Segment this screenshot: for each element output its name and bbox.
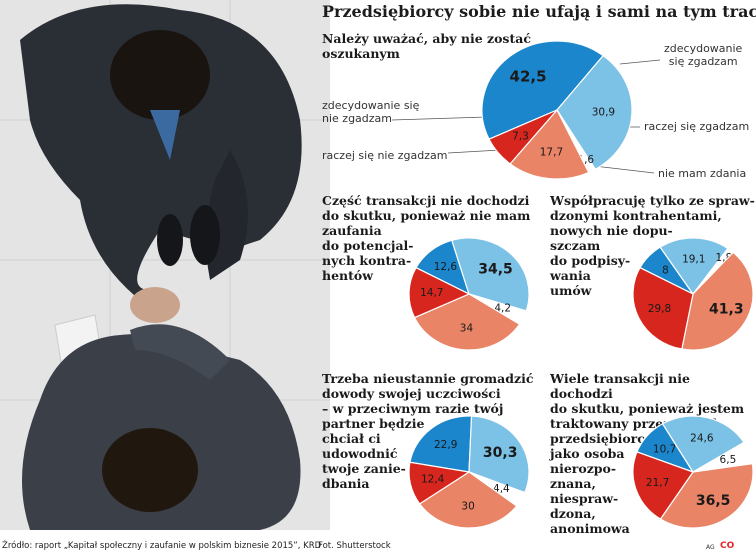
pie-value-label: 30,3 — [483, 445, 518, 461]
pie-value-label: 34,5 — [478, 262, 513, 278]
question-5: Wiele transakcji nie dochodzi do skutku,… — [550, 371, 745, 536]
pie-value-label: 19,1 — [682, 253, 705, 265]
pie-slice-zdecydowanie-nie-zgadzam — [488, 109, 558, 165]
pie-value-label: 6,5 — [720, 454, 737, 466]
pie-slice-raczej-nie-zgadzam — [418, 471, 518, 529]
pie-slice-zdecydowanie-nie-zgadzam — [408, 266, 471, 319]
pie-value-label: 42,5 — [510, 68, 547, 86]
pie-slice-raczej-zgadzam — [659, 237, 729, 296]
question-3: Współpracuję tylko ze spraw- dzonymi kon… — [550, 193, 755, 298]
pie-value-label: 22,9 — [434, 439, 457, 451]
legend-nie-mam-zdania: nie mam zdania — [658, 167, 747, 180]
main-title: Przedsiębiorcy sobie nie ufają i sami na… — [322, 2, 756, 21]
legend-raczej-zgadzam: raczej się zgadzam — [644, 120, 750, 133]
pie-slice-zdecydowanie-nie-zgadzam — [632, 451, 694, 520]
pie-chart-5: 10,7 24,6 6,5 36,5 21,7 — [632, 415, 754, 529]
pie-slice-raczej-nie-zgadzam — [681, 251, 754, 351]
legend-zdecydowanie-zgadzam: zdecydowanie się zgadzam — [664, 42, 743, 68]
publisher-logo: CO — [720, 541, 735, 551]
source-note: Źródło: raport „Kapitał społeczny i zauf… — [2, 541, 322, 551]
pie-value-label: 14,7 — [420, 287, 443, 299]
pie-value-label: 21,7 — [646, 477, 669, 489]
pie-slice-zdecydowanie-zgadzam — [481, 40, 605, 140]
pie-value-label: 12,6 — [434, 261, 458, 273]
pie-value-label: 34 — [460, 323, 474, 335]
question-1: Należy uważać, aby nie zostać oszukanym — [322, 31, 531, 61]
photo-credit: Fot. Shutterstock — [318, 541, 391, 551]
pie-slice-raczej-zgadzam — [661, 415, 745, 473]
pie-value-label: 8 — [662, 265, 669, 277]
pie-value-label: 41,3 — [709, 301, 744, 317]
pie-slice-raczej-nie-zgadzam — [413, 293, 521, 351]
pie-slice-zdecydowanie-nie-zgadzam — [408, 461, 471, 505]
handshake-photo — [0, 0, 330, 530]
pie-slice-raczej-zgadzam — [451, 237, 530, 312]
pie-value-label: 12,4 — [421, 473, 445, 485]
pie-value-label: 10,7 — [653, 444, 676, 456]
ag-mark: AG — [706, 544, 715, 551]
pie-chart-3: 819,1 1,841,329,8 — [632, 237, 754, 351]
pie-value-label: 36,5 — [696, 493, 731, 509]
pie-slice-raczej-nie-zgadzam — [659, 463, 754, 529]
legend-zdecydowanie-nie-zgadzam: zdecydowanie się nie zgadzam — [322, 99, 420, 125]
pie-value-label: 7,3 — [512, 130, 529, 142]
pie-value-label: 29,8 — [648, 303, 671, 315]
pie-value-label: 30,9 — [592, 107, 615, 119]
pie-value-label: 24,6 — [690, 432, 714, 444]
pie-slice-raczej-zgadzam — [556, 54, 633, 171]
pie-value-label: 17,7 — [540, 146, 563, 158]
pie-chart-1: 42,530,91,617,77,3 — [481, 40, 633, 180]
question-2: Część transakcji nie dochodzi do skutku,… — [322, 193, 531, 283]
pie-value-label: 30 — [461, 501, 474, 513]
pie-slice-raczej-zgadzam — [468, 415, 530, 494]
question-4: Trzeba nieustannie gromadzić dowody swoj… — [322, 371, 534, 491]
pie-slice-zdecydowanie-nie-zgadzam — [632, 266, 694, 350]
pie-slice-raczej-nie-zgadzam — [509, 108, 590, 180]
legend-raczej-nie-zgadzam: raczej się nie zgadzam — [322, 149, 448, 162]
pie-slice-zdecydowanie-zgadzam — [409, 415, 473, 473]
